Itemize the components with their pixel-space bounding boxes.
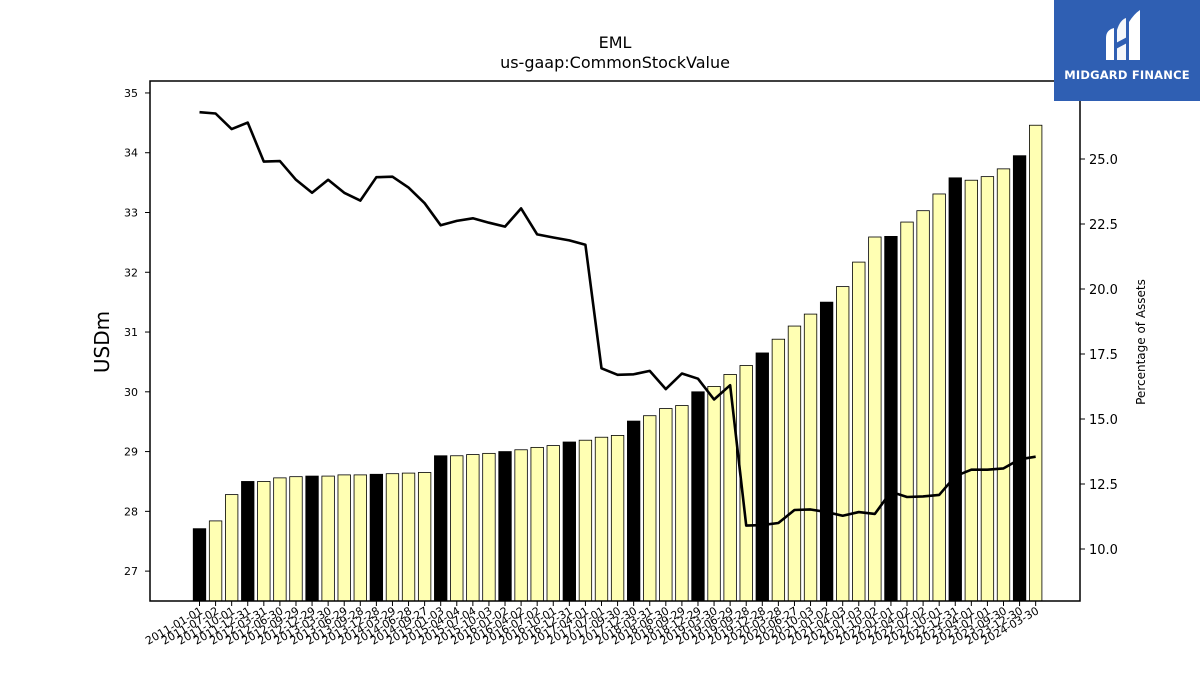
y2-tick-label: 10.0 xyxy=(1089,543,1118,558)
bar xyxy=(257,481,271,602)
bar xyxy=(305,475,319,602)
bar xyxy=(225,494,239,602)
bar xyxy=(803,313,818,602)
bar xyxy=(691,391,705,602)
bar xyxy=(996,168,1011,602)
y-tick-label: 32 xyxy=(124,266,138,279)
y2-axis: 10.0 12.5 15.0 17.5 20.0 22.5 25.0 xyxy=(1080,153,1118,558)
bar xyxy=(707,386,721,602)
bar xyxy=(819,301,834,602)
bar xyxy=(562,441,576,602)
bar xyxy=(434,455,448,602)
bar xyxy=(594,436,609,602)
bar xyxy=(514,449,528,602)
bar xyxy=(643,415,657,602)
y-tick-label: 33 xyxy=(124,206,138,219)
y2-tick-label: 15.0 xyxy=(1089,413,1118,428)
bar xyxy=(1029,124,1043,602)
bar xyxy=(401,472,416,602)
bar xyxy=(321,475,335,602)
bar xyxy=(627,420,641,602)
y-tick-label: 34 xyxy=(124,147,138,160)
bar xyxy=(755,352,769,602)
chart-title: EML xyxy=(599,33,632,52)
bar xyxy=(980,176,995,602)
bar xyxy=(466,454,480,602)
chart-subtitle: us-gaap:CommonStockValue xyxy=(500,53,730,72)
bar xyxy=(932,193,946,602)
midgard-logo-icon xyxy=(1106,10,1140,60)
bar xyxy=(385,473,400,602)
bar xyxy=(241,481,255,602)
bar xyxy=(659,408,673,602)
bar xyxy=(289,476,303,602)
percentage-line xyxy=(199,110,1036,527)
x-axis: 2011-01-012011-07-022011-10-012011-12-31… xyxy=(143,601,1041,648)
bar xyxy=(353,474,367,602)
bar xyxy=(771,338,786,602)
bar xyxy=(578,439,593,602)
bar xyxy=(916,210,930,602)
bar xyxy=(1012,155,1027,602)
y-tick-label: 35 xyxy=(124,87,138,100)
bar xyxy=(546,445,560,602)
bar xyxy=(530,446,544,602)
bar xyxy=(369,473,384,602)
y2-axis-label: Percentage of Assets xyxy=(1134,279,1148,405)
y-axis: 27 28 29 30 31 32 33 34 35 xyxy=(124,87,150,578)
bar xyxy=(836,286,850,602)
y2-tick-label: 17.5 xyxy=(1089,348,1118,363)
y2-tick-label: 25.0 xyxy=(1089,153,1118,168)
bar xyxy=(787,325,802,602)
bar xyxy=(852,261,866,602)
bar xyxy=(884,235,898,602)
bar xyxy=(417,472,432,602)
y-tick-label: 28 xyxy=(124,505,138,518)
bar xyxy=(273,477,287,602)
plot-frame xyxy=(149,80,1081,602)
y-tick-label: 30 xyxy=(124,386,138,399)
bar xyxy=(192,528,207,602)
bar-series xyxy=(192,124,1043,602)
percentage-line-series xyxy=(199,110,1036,527)
y2-tick-label: 20.0 xyxy=(1089,283,1118,298)
bar xyxy=(482,452,496,602)
bar xyxy=(450,455,464,602)
y-tick-label: 27 xyxy=(124,565,138,578)
bar xyxy=(900,221,914,602)
bar xyxy=(675,405,689,602)
bar xyxy=(208,520,223,602)
y-tick-label: 29 xyxy=(124,446,138,459)
y-axis-label: USDm xyxy=(90,311,114,373)
bar xyxy=(964,179,978,602)
bar xyxy=(723,374,737,602)
bar xyxy=(948,177,962,602)
midgard-finance-logo: MIDGARD FINANCE xyxy=(1054,0,1200,101)
logo-text: MIDGARD FINANCE xyxy=(1064,68,1190,82)
bar xyxy=(337,474,351,602)
y2-tick-label: 22.5 xyxy=(1089,218,1118,233)
y2-tick-label: 12.5 xyxy=(1089,478,1118,493)
bar xyxy=(610,435,625,602)
y-tick-label: 31 xyxy=(124,326,138,339)
bar xyxy=(868,236,882,602)
bar xyxy=(498,451,512,602)
